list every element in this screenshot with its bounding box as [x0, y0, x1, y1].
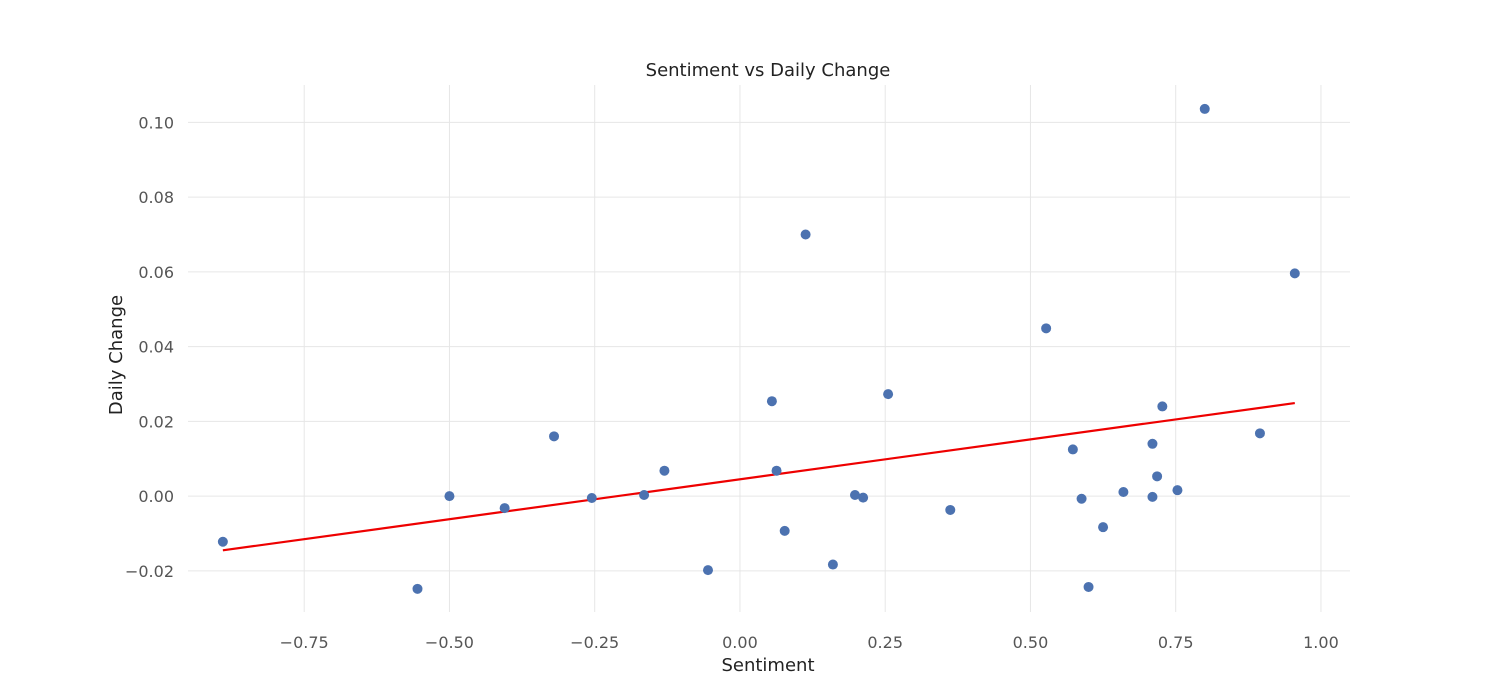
data-point	[1067, 444, 1078, 455]
grid	[188, 85, 1350, 612]
x-tick-label: −0.50	[425, 633, 474, 652]
y-tick-labels: −0.02 0.00 0.02 0.04 0.06 0.08 0.10	[125, 113, 174, 581]
data-point	[1041, 323, 1052, 334]
data-point	[1199, 103, 1210, 114]
chart-title: Sentiment vs Daily Change	[646, 60, 891, 81]
data-point	[771, 465, 782, 476]
x-tick-label: 0.50	[1013, 633, 1049, 652]
data-point	[858, 492, 869, 503]
y-tick-label: 0.00	[138, 487, 174, 506]
y-tick-label: 0.02	[138, 412, 174, 431]
x-tick-label: 0.75	[1158, 633, 1194, 652]
data-point	[1083, 581, 1094, 592]
data-point	[1152, 471, 1163, 482]
data-point	[945, 504, 956, 515]
data-point	[1147, 491, 1158, 502]
data-point	[217, 536, 228, 547]
data-point	[827, 559, 838, 570]
data-point	[702, 565, 713, 576]
data-point	[1157, 401, 1168, 412]
x-tick-label: 0.00	[722, 633, 758, 652]
x-tick-labels: −0.75 −0.50 −0.25 0.00 0.25 0.50 0.75 1.00	[280, 633, 1339, 652]
regression-line-group	[222, 401, 1295, 552]
y-tick-label: 0.06	[138, 263, 174, 282]
x-tick-label: −0.25	[570, 633, 619, 652]
data-point	[1118, 487, 1129, 498]
data-points	[217, 103, 1300, 594]
x-tick-label: 0.25	[867, 633, 903, 652]
data-point	[639, 490, 650, 501]
data-point	[499, 503, 510, 514]
data-point	[1098, 522, 1109, 533]
y-tick-label: −0.02	[125, 562, 174, 581]
data-point	[883, 389, 894, 400]
data-point	[444, 491, 455, 502]
data-point	[549, 431, 560, 442]
data-point	[412, 583, 423, 594]
y-tick-label: 0.10	[138, 113, 174, 132]
data-point	[1147, 438, 1158, 449]
data-point	[586, 493, 597, 504]
data-point	[849, 490, 860, 501]
x-axis-title: Sentiment	[721, 655, 814, 676]
data-point	[779, 525, 790, 536]
data-point	[659, 465, 670, 476]
data-point	[1289, 268, 1300, 279]
y-axis-title: Daily Change	[106, 295, 127, 415]
data-point	[800, 229, 811, 240]
data-point	[1172, 485, 1183, 496]
y-tick-label: 0.04	[138, 338, 174, 357]
x-tick-label: 1.00	[1303, 633, 1339, 652]
regression-line	[222, 401, 1295, 552]
y-tick-label: 0.08	[138, 188, 174, 207]
data-point	[766, 396, 777, 407]
x-tick-label: −0.75	[280, 633, 329, 652]
data-point	[1254, 428, 1265, 439]
data-point	[1076, 493, 1087, 504]
